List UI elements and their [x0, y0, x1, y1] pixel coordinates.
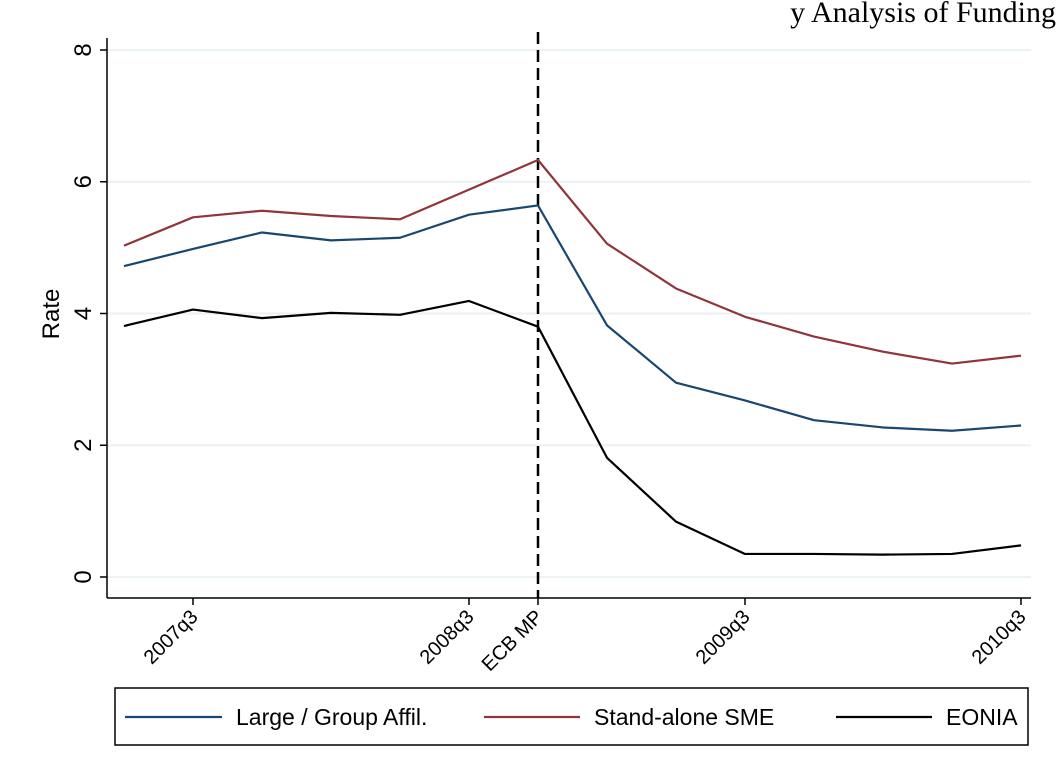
y-tick-label-0: 0	[70, 570, 97, 583]
x-tick-label-2008q3: 2008q3	[416, 606, 479, 669]
axes-layer	[106, 38, 1031, 599]
legend-label-1: Stand-alone SME	[594, 704, 774, 730]
y-tick-label-6: 6	[70, 175, 97, 188]
x-tick-label-2010q3: 2010q3	[968, 606, 1031, 669]
series-line-0	[123, 204, 1022, 432]
legend: Large / Group Affil. Stand-alone SME EONIA	[114, 687, 1029, 746]
y-tick-label-4: 4	[70, 307, 97, 320]
series-layer	[123, 158, 1022, 556]
x-tick-label-ECB MP: ECB MP	[478, 606, 548, 676]
legend-items: Large / Group Affil. Stand-alone SME EONIA	[125, 704, 1018, 730]
y-tick-label-8: 8	[70, 43, 97, 56]
legend-label-2: EONIA	[946, 704, 1018, 730]
y-tick-layer: 0 2 4 6 8	[70, 43, 107, 584]
grid-layer	[107, 49, 1031, 578]
x-tick-layer: 2007q3 2008q3 ECB MP 2009q3 2010q3	[140, 598, 1031, 676]
legend-label-0: Large / Group Affil.	[236, 704, 427, 730]
x-tick-label-2009q3: 2009q3	[692, 606, 755, 669]
y-tick-label-2: 2	[70, 439, 97, 452]
series-line-2	[123, 299, 1022, 556]
chart-title: y Analysis of Funding	[790, 0, 1056, 29]
series-line-1	[123, 158, 1022, 365]
x-tick-label-2007q3: 2007q3	[140, 606, 203, 669]
y-axis-label: Rate	[38, 289, 65, 340]
